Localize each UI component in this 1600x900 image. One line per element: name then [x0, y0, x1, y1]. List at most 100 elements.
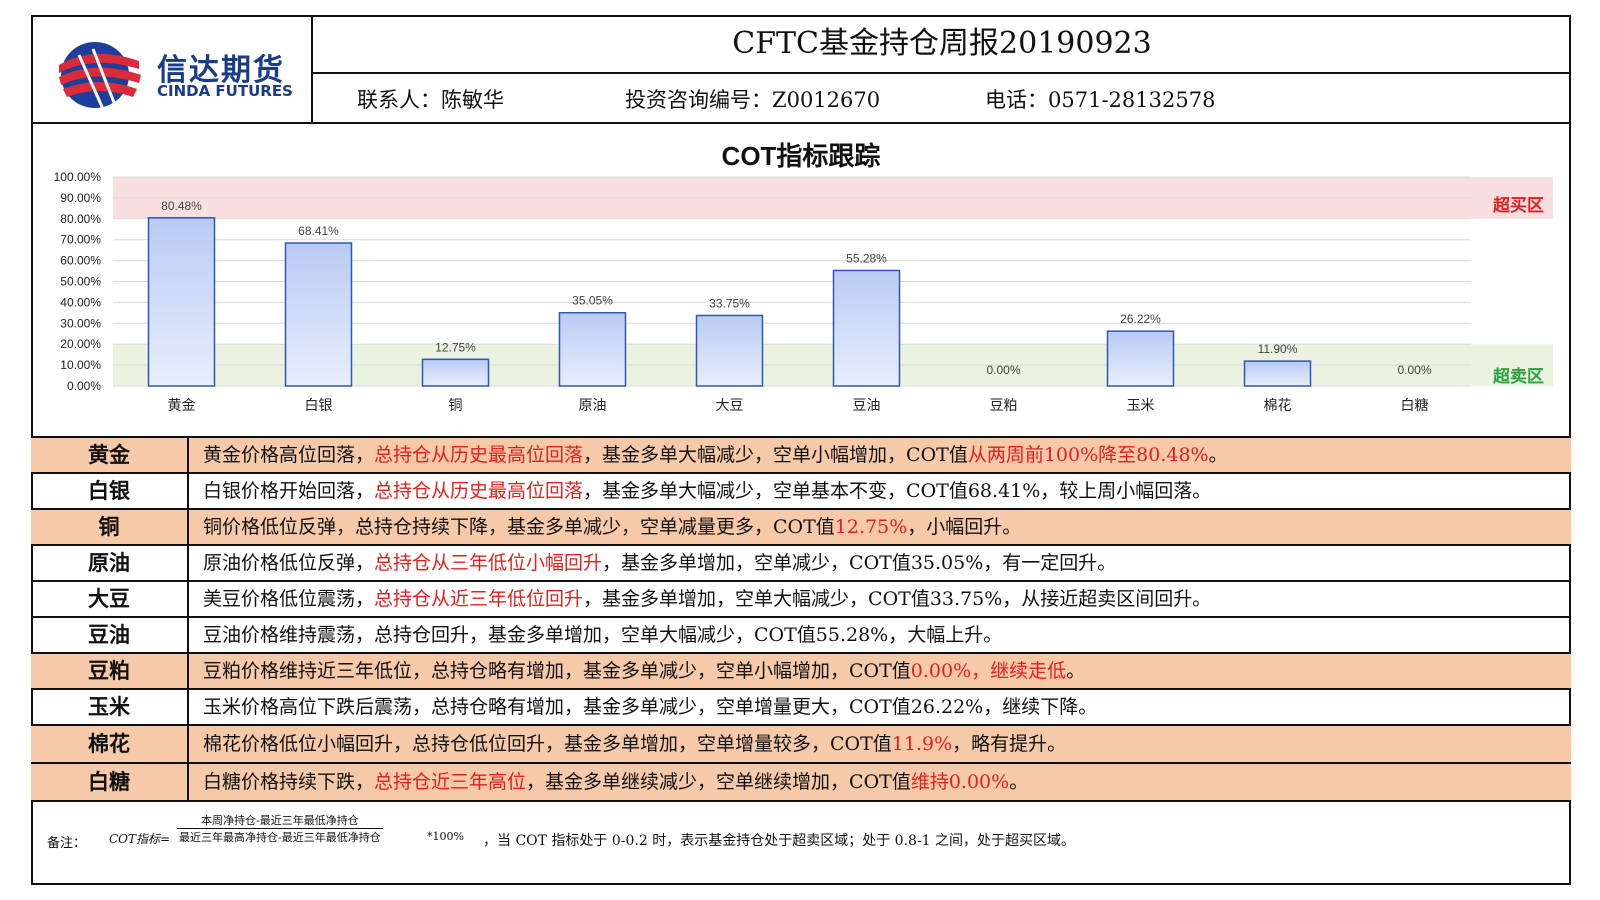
commodity-commentary: 豆粕价格维持近三年低位，总持仓略有增加，基金多单减少，空单小幅增加，COT值0.…: [203, 654, 1571, 688]
data-label: 80.48%: [161, 199, 202, 213]
highlighted-text: 12.75%: [834, 516, 908, 538]
highlighted-text: 总持仓从历史最高位回落: [374, 480, 584, 502]
bar-白银: [284, 242, 353, 387]
data-label: 35.05%: [572, 294, 613, 308]
commentary-text: 。: [1066, 660, 1086, 682]
commodity-name: 豆粕: [31, 654, 189, 688]
commodity-name: 白糖: [31, 764, 189, 800]
commodity-commentary: 美豆价格低位震荡，总持仓从近三年低位回升，基金多单增加，空单大幅减少，COT值3…: [203, 582, 1571, 616]
y-tick-label: 50.00%: [60, 275, 101, 289]
note-label: 备注：: [47, 836, 87, 851]
x-tick-label: 黄金: [168, 397, 196, 414]
x-tick-label: 白糖: [1401, 398, 1429, 414]
commodity-name: 黄金: [31, 438, 189, 472]
commodity-name: 棉花: [31, 726, 189, 762]
bar-铜: [421, 358, 490, 387]
y-tick-label: 80.00%: [60, 212, 101, 226]
table-row: 白银 白银价格开始回落，总持仓从历史最高位回落，基金多单大幅减少，空单基本不变，C…: [31, 474, 1571, 510]
formula-numerator: 本周净持仓-最近三年最低净持仓: [177, 812, 383, 829]
y-tick-label: 100.00%: [54, 170, 102, 184]
data-label: 12.75%: [435, 340, 476, 354]
commentary-text: ，小幅回升。: [907, 516, 1022, 538]
commodity-commentary: 玉米价格高位下跌后震荡，总持仓略有增加，基金多单减少，空单增量更大，COT值26…: [203, 690, 1571, 724]
highlighted-text: 总持仓从三年低位小幅回升: [374, 552, 603, 574]
commodity-name: 豆油: [31, 618, 189, 652]
footnote: 备注： COT指标= 本周净持仓-最近三年最低净持仓 最近三年最高净持仓-最近三…: [31, 804, 1571, 885]
highlighted-text: 0.00%，继续走低: [910, 660, 1067, 682]
x-tick-label: 铜: [449, 398, 463, 414]
commentary-text: 白糖价格持续下跌，: [203, 771, 375, 793]
note-text: ，当 COT 指标处于 0-0.2 时，表示基金持仓处于超卖区域；处于 0.8-…: [483, 833, 1076, 849]
commentary-text: 黄金价格高位回落，: [203, 444, 375, 466]
bar-棉花: [1243, 360, 1312, 387]
commentary-text: 美豆价格低位震荡，: [203, 588, 375, 610]
formula-fraction: 本周净持仓-最近三年最低净持仓 最近三年最高净持仓-最近三年最低净持仓: [177, 812, 383, 845]
table-row: 棉花 棉花价格低位小幅回升，总持仓低位回升，基金多单增加，空单增量较多，COT值1…: [31, 726, 1571, 764]
zone-label: 超买区: [1493, 195, 1544, 216]
x-tick-label: 玉米: [1127, 398, 1155, 414]
commodity-commentary: 棉花价格低位小幅回升，总持仓低位回升，基金多单增加，空单增量较多，COT值11.…: [203, 726, 1571, 762]
bar-大豆: [695, 314, 764, 387]
y-tick-label: 90.00%: [60, 191, 101, 205]
data-label: 11.90%: [1258, 342, 1298, 356]
commentary-text: ，基金多单增加，空单大幅减少，COT值33.75%，从接近超卖区间回升。: [583, 588, 1212, 610]
table-row: 原油 原油价格低位反弹，总持仓从三年低位小幅回升，基金多单增加，空单减少，COT值…: [31, 546, 1571, 582]
commentary-text: ，基金多单增加，空单减少，COT值35.05%，有一定回升。: [602, 552, 1117, 574]
x-tick-label: 豆油: [853, 398, 881, 414]
commentary-text: 玉米价格高位下跌后震荡，总持仓略有增加，基金多单减少，空单增量更大，COT值26…: [203, 696, 1098, 718]
commodity-name: 大豆: [31, 582, 189, 616]
data-label: 0.00%: [1397, 363, 1431, 377]
bar-玉米: [1106, 330, 1175, 387]
x-tick-label: 豆粕: [990, 398, 1018, 414]
data-label: 33.75%: [709, 296, 750, 310]
commentary-text: 白银价格开始回落，: [203, 480, 375, 502]
commentary-text: ，基金多单继续减少，空单继续增加，COT值: [526, 771, 911, 793]
highlighted-text: 总持仓从近三年低位回升: [374, 588, 584, 610]
table-row: 豆粕 豆粕价格维持近三年低位，总持仓略有增加，基金多单减少，空单小幅增加，COT值…: [31, 654, 1571, 690]
y-tick-label: 30.00%: [60, 316, 101, 330]
chart-title: COT指标跟踪: [721, 141, 881, 171]
data-label: 0.00%: [986, 363, 1020, 377]
commodity-name: 铜: [31, 510, 189, 544]
data-label: 55.28%: [846, 251, 887, 265]
highlighted-text: 总持仓近三年高位: [374, 771, 527, 793]
y-tick-label: 0.00%: [67, 379, 101, 393]
data-label: 68.41%: [298, 224, 339, 238]
cot-chart: COT指标跟踪 0.00% 10.00% 20.00% 30.00% 40.00% 50.…: [33, 126, 1569, 436]
commodity-commentary: 黄金价格高位回落，总持仓从历史最高位回落，基金多单大幅减少，空单小幅增加，COT…: [203, 438, 1571, 472]
table-row: 大豆 美豆价格低位震荡，总持仓从近三年低位回升，基金多单增加，空单大幅减少，COT…: [31, 582, 1571, 618]
commodity-commentary: 豆油价格维持震荡，总持仓回升，基金多单增加，空单大幅减少，COT值55.28%，…: [203, 618, 1571, 652]
contact-cell: 联系人：陈敏华 投资咨询编号：Z0012670 电话：0571-28132578: [313, 74, 1571, 122]
x-tick-label: 原油: [579, 398, 607, 414]
commodity-commentary: 白银价格开始回落，总持仓从历史最高位回落，基金多单大幅减少，空单基本不变，COT…: [203, 474, 1571, 508]
logo-english-name: CINDA FUTURES: [157, 82, 293, 100]
commodity-name: 白银: [31, 474, 189, 508]
commentary-text: ，略有提升。: [952, 733, 1067, 755]
formula-multiplier: *100%: [427, 830, 464, 843]
commentary-text: 豆油价格维持震荡，总持仓回升，基金多单增加，空单大幅减少，COT值55.28%，…: [203, 624, 1003, 646]
commodity-table: 黄金 黄金价格高位回落，总持仓从历史最高位回落，基金多单大幅减少，空单小幅增加，C…: [31, 436, 1571, 802]
y-tick-label: 70.00%: [60, 233, 101, 247]
table-row: 铜铜价格低位反弹，总持仓持续下降，基金多单减少，空单减量更多，COT值12.75…: [31, 510, 1571, 546]
x-tick-label: 大豆: [716, 398, 744, 414]
highlighted-text: 11.9%: [891, 733, 953, 755]
cot-bar-chart: 0.00% 10.00% 20.00% 30.00% 40.00% 50.00% 60.00…: [54, 170, 1553, 414]
commodity-commentary: 原油价格低位反弹，总持仓从三年低位小幅回升，基金多单增加，空单减少，COT值35…: [203, 546, 1571, 580]
x-tick-label: 棉花: [1264, 397, 1292, 414]
commentary-text: 。: [1009, 771, 1029, 793]
title-cell: CFTC基金持仓周报20190923: [313, 15, 1571, 74]
table-row: 白糖 白糖价格持续下跌，总持仓近三年高位，基金多单继续减少，空单继续增加，COT值…: [31, 764, 1571, 802]
x-tick-label: 白银: [305, 398, 333, 414]
commentary-text: 棉花价格低位小幅回升，总持仓低位回升，基金多单增加，空单增量较多，COT值: [203, 733, 892, 755]
commodity-commentary: 白糖价格持续下跌，总持仓近三年高位，基金多单继续减少，空单继续增加，COT值维持…: [203, 764, 1571, 800]
formula-denominator: 最近三年最高净持仓-最近三年最低净持仓: [179, 831, 381, 844]
commentary-text: 铜价格低位反弹，总持仓持续下降，基金多单减少，空单减量更多，COT值: [203, 516, 835, 538]
table-row: 黄金 黄金价格高位回落，总持仓从历史最高位回落，基金多单大幅减少，空单小幅增加，C…: [31, 438, 1571, 474]
license-number: 投资咨询编号：Z0012670: [625, 88, 881, 112]
commentary-text: 原油价格低位反弹，: [203, 552, 375, 574]
phone-number: 电话：0571-28132578: [985, 88, 1216, 112]
y-tick-label: 40.00%: [60, 295, 101, 309]
data-label: 26.22%: [1120, 312, 1161, 326]
cinda-logo-icon: [59, 42, 141, 110]
bar-原油: [558, 311, 627, 387]
